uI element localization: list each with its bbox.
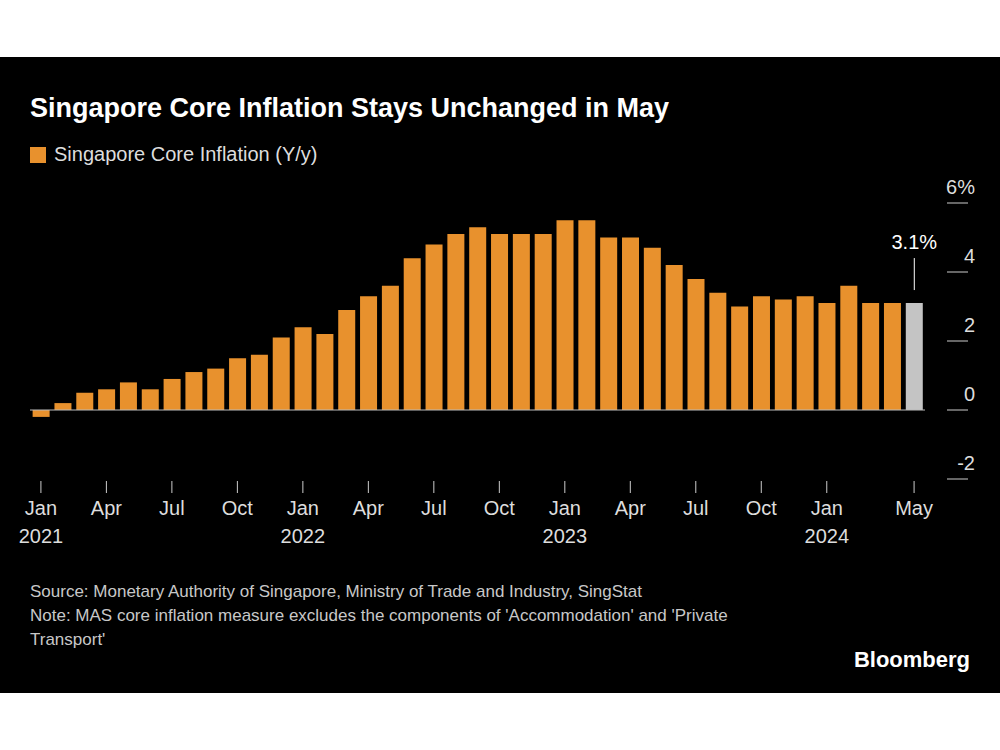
- svg-text:2023: 2023: [543, 525, 588, 547]
- svg-text:Oct: Oct: [222, 497, 254, 519]
- svg-text:Jan: Jan: [287, 497, 319, 519]
- html-text:Singapore Core Inflation (Y/y): Singapore Core Inflation (Y/y): [54, 143, 318, 165]
- svg-text:2021: 2021: [19, 525, 64, 547]
- svg-text:Oct: Oct: [484, 497, 516, 519]
- svg-text:-2: -2: [957, 452, 975, 474]
- svg-text:Oct: Oct: [746, 497, 778, 519]
- svg-text:2: 2: [964, 314, 975, 336]
- svg-text:Jul: Jul: [421, 497, 447, 519]
- svg-text:6%: 6%: [946, 176, 975, 198]
- svg-text:2024: 2024: [805, 525, 850, 547]
- svg-text:Apr: Apr: [615, 497, 646, 519]
- svg-text:Jan: Jan: [811, 497, 843, 519]
- html-text:Singapore Core Inflation Stays: Singapore Core Inflation Stays Unchanged…: [30, 93, 670, 123]
- svg-text:May: May: [895, 497, 933, 519]
- svg-text:0: 0: [964, 383, 975, 405]
- svg-text:Jan: Jan: [25, 497, 57, 519]
- svg-text:Jan: Jan: [549, 497, 581, 519]
- html-text:Source: Monetary Authority of: Source: Monetary Authority of Singapore,…: [30, 582, 642, 601]
- svg-text:Apr: Apr: [91, 497, 122, 519]
- svg-text:4: 4: [964, 245, 975, 267]
- svg-text:Jul: Jul: [683, 497, 709, 519]
- svg-text:Apr: Apr: [353, 497, 384, 519]
- html-text:Note: MAS core inflation measu: Note: MAS core inflation measure exclude…: [30, 606, 728, 649]
- html-text:Bloomberg: Bloomberg: [853, 647, 970, 672]
- svg-text:3.1%: 3.1%: [891, 231, 937, 253]
- svg-text:Jul: Jul: [159, 497, 185, 519]
- svg-text:2022: 2022: [281, 525, 326, 547]
